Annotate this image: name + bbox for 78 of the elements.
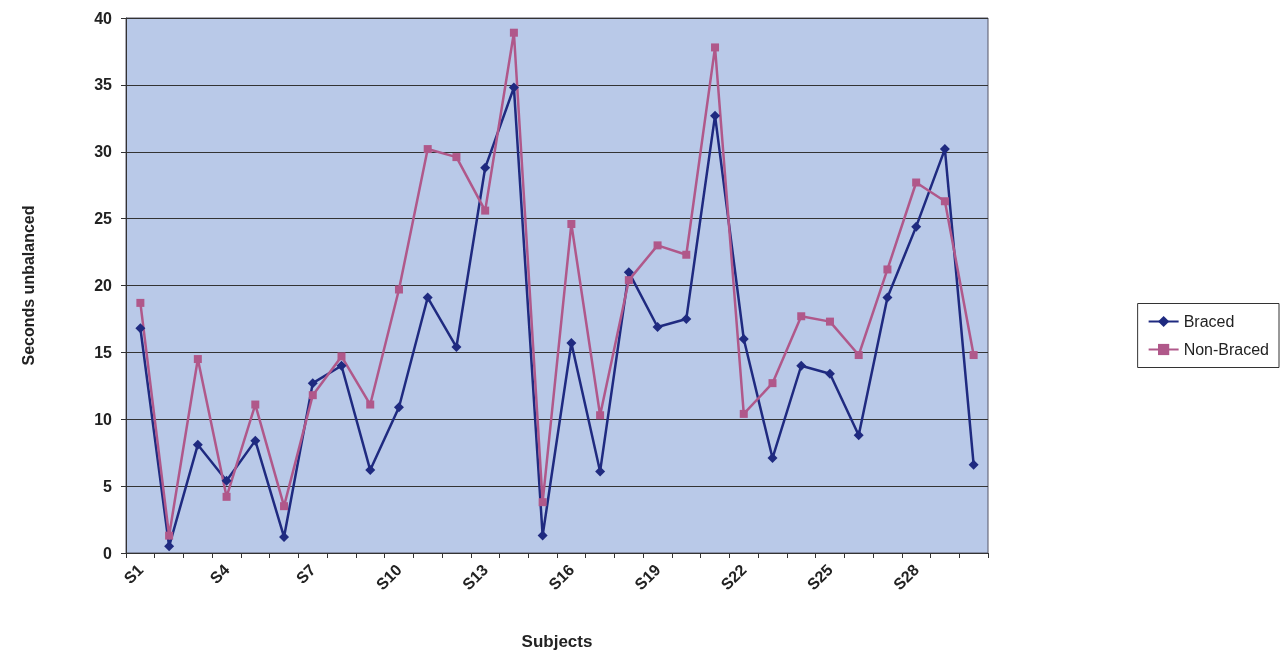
point xyxy=(682,250,691,259)
point xyxy=(394,285,403,294)
y-tick-label: 15 xyxy=(94,343,113,361)
point xyxy=(135,323,146,334)
point xyxy=(969,351,978,360)
point xyxy=(336,360,347,371)
point xyxy=(165,531,174,540)
point xyxy=(307,378,318,389)
x-tick-label: S19 xyxy=(631,560,664,594)
point xyxy=(193,355,202,364)
point xyxy=(596,411,605,420)
x-tick-label: S7 xyxy=(292,560,319,587)
point xyxy=(452,153,461,162)
x-tick-label: S22 xyxy=(717,560,750,594)
x-tick-label: S25 xyxy=(803,560,837,594)
point xyxy=(853,430,864,441)
point xyxy=(537,530,548,541)
y-tick-label: 40 xyxy=(94,9,113,27)
y-tick-label: 35 xyxy=(94,76,113,94)
point xyxy=(796,360,807,371)
point xyxy=(825,317,834,326)
point xyxy=(711,43,720,52)
point xyxy=(710,110,721,121)
point xyxy=(652,321,663,332)
point xyxy=(509,28,518,37)
point xyxy=(883,265,892,274)
point xyxy=(423,145,432,154)
point xyxy=(968,459,979,470)
legend-label: Braced xyxy=(1183,313,1235,330)
point xyxy=(911,221,922,232)
y-tick-label: 0 xyxy=(103,544,113,562)
point xyxy=(136,298,145,307)
point xyxy=(251,400,260,409)
point xyxy=(738,334,749,344)
point xyxy=(912,178,921,187)
point xyxy=(882,292,893,303)
point xyxy=(681,313,692,324)
point xyxy=(824,368,835,379)
y-axis-title: Seconds unbalanced xyxy=(19,205,37,366)
x-tick-label: S1 xyxy=(120,560,147,587)
x-tick-label: S28 xyxy=(890,560,923,594)
point xyxy=(280,502,289,511)
point xyxy=(250,435,261,446)
y-tick-label: 5 xyxy=(103,477,113,495)
point xyxy=(854,351,863,360)
point xyxy=(221,475,232,486)
point xyxy=(393,402,404,413)
point xyxy=(481,206,490,215)
point xyxy=(538,498,547,507)
point xyxy=(567,219,576,228)
point xyxy=(624,276,633,285)
x-tick-label: S10 xyxy=(372,560,406,594)
y-tick-label: 25 xyxy=(94,210,113,228)
point xyxy=(164,541,175,552)
legend-label: Non-Braced xyxy=(1183,341,1269,358)
point xyxy=(940,197,949,206)
point xyxy=(337,352,346,361)
y-tick-label: 30 xyxy=(94,143,113,161)
point xyxy=(451,342,462,353)
y-tick-label: 10 xyxy=(94,410,113,428)
point xyxy=(767,453,778,464)
point xyxy=(739,409,748,418)
point xyxy=(797,312,806,321)
point xyxy=(768,379,777,388)
point xyxy=(365,465,376,476)
x-tick-label: S13 xyxy=(459,560,492,594)
x-tick-label: S4 xyxy=(206,560,233,587)
point xyxy=(192,439,203,450)
x-tick-label: S16 xyxy=(545,560,578,594)
x-axis-title: Subjects xyxy=(521,632,593,651)
point xyxy=(308,391,317,400)
y-tick-label: 20 xyxy=(94,277,113,294)
point xyxy=(480,162,491,173)
point xyxy=(366,400,375,409)
point xyxy=(508,82,519,93)
point xyxy=(422,292,433,303)
point xyxy=(653,241,662,250)
point xyxy=(222,492,231,501)
